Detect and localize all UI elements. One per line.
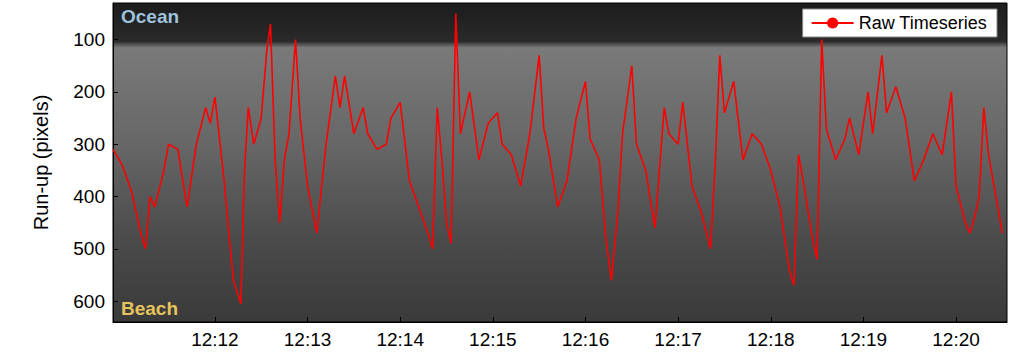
svg-text:12:17: 12:17 [654, 329, 702, 350]
svg-text:400: 400 [73, 186, 105, 207]
svg-text:12:12: 12:12 [191, 329, 239, 350]
svg-text:12:13: 12:13 [284, 329, 332, 350]
svg-text:600: 600 [73, 291, 105, 312]
svg-text:Beach: Beach [121, 298, 178, 319]
svg-text:Raw Timeseries: Raw Timeseries [859, 13, 987, 33]
svg-text:12:16: 12:16 [562, 329, 610, 350]
svg-text:12:20: 12:20 [932, 329, 980, 350]
svg-text:Run-up (pixels): Run-up (pixels) [30, 95, 52, 231]
svg-text:200: 200 [73, 81, 105, 102]
svg-text:12:18: 12:18 [747, 329, 795, 350]
svg-text:300: 300 [73, 134, 105, 155]
svg-text:500: 500 [73, 238, 105, 259]
svg-text:12:14: 12:14 [376, 329, 424, 350]
svg-text:Ocean: Ocean [121, 6, 179, 27]
svg-text:12:19: 12:19 [840, 329, 888, 350]
svg-text:100: 100 [73, 29, 105, 50]
svg-text:12:15: 12:15 [469, 329, 517, 350]
